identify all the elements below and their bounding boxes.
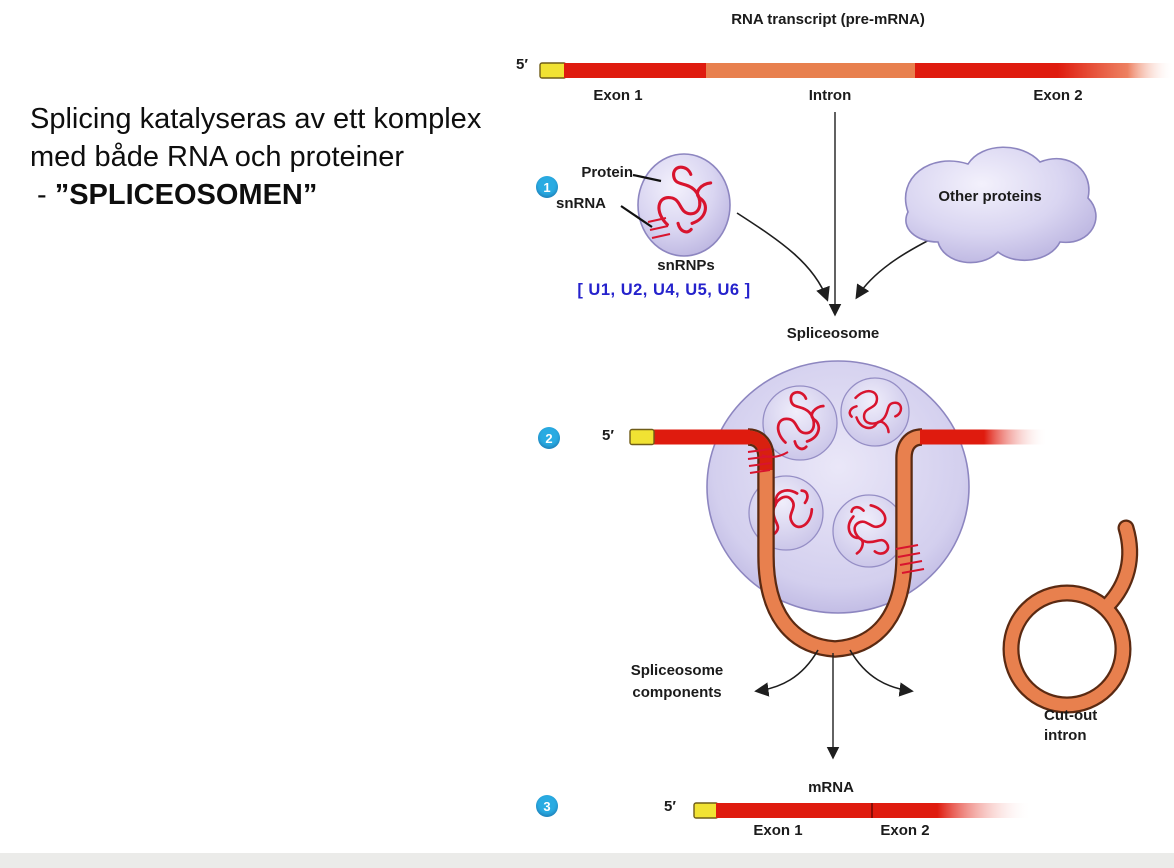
snrnp-particle [620,153,731,257]
spliceosome-label: Spliceosome [786,325,880,342]
heading-line-1: Splicing katalyseras av ett komplex [30,103,482,135]
exon1-label-top: Exon 1 [593,87,643,104]
transcript-title: RNA transcript (pre-mRNA) [731,11,925,28]
cutout-label-line1: Cut-out [1044,707,1098,724]
exon1-segment-mid [652,429,750,445]
cut-out-intron-lariat [1002,519,1139,714]
snrnp-inner-2 [840,377,910,447]
exon1-label-bottom: Exon 1 [753,822,803,839]
intron-label-top: Intron [808,87,852,104]
snrnps-label: snRNPs [657,257,715,274]
five-prime-cap-mid [629,428,655,446]
u-snrnps-list: [ U1, U2, U4, U5, U6 ] [577,281,751,299]
other-proteins-label: Other proteins [938,188,1042,205]
components-label-line2: components [632,684,722,701]
snrnp-blob [637,153,731,257]
snrnp-inner-4 [832,494,906,568]
exon1-segment-top [564,63,708,78]
exon2-label-bottom: Exon 2 [880,822,930,839]
heading-spliceosomen: ”SPLICEOSOMEN” [54,179,318,211]
five-prime-label-bottom: 5′ [664,798,676,815]
base-pairing-marks [747,448,925,574]
intron-loop-strand [747,428,923,658]
protein-pointer-line [632,173,662,183]
intron-segment-top [706,63,917,78]
mrna-label: mRNA [808,779,854,796]
step-2-badge: 2 [538,427,560,449]
release-arrows [754,649,914,760]
lariat-tail-fill [1101,521,1136,612]
snrnp-arrow [736,212,830,302]
components-label-line1: Spliceosome [630,662,724,679]
exon2-label-top: Exon 2 [1033,87,1083,104]
snrnp-inner-1 [762,385,838,461]
exon2-segment-mid [920,429,1046,445]
strand-red-bend [747,430,773,470]
five-prime-label-mid: 5′ [602,427,614,444]
components-left-arrow [754,649,819,697]
final-mrna-bar [693,802,1028,819]
exon2-segment-top [915,63,1174,78]
step-3-badge: 3 [536,795,558,817]
spliceosome-outer [706,360,970,614]
snrna-pointer-line [620,205,653,228]
five-prime-label-top: 5′ [516,56,528,73]
pre-mrna-bar [539,62,1174,79]
intron-right-arrow [849,649,914,697]
heading-line-2: med både RNA och proteiner [30,141,404,173]
protein-label: Protein [581,164,633,181]
lariat-fill [1004,586,1130,712]
snrna-label: snRNA [556,195,607,212]
step-1-badge: 1 [536,176,558,198]
slide-heading: Splicing katalyseras av ett komplex med … [30,100,481,214]
heading-line-3: - ”SPLICEOSOMEN” [30,176,481,214]
slide-footer-strip [0,853,1174,868]
snrna-ladder [647,217,671,239]
five-prime-cap-top [539,62,567,79]
other-proteins-blob [904,146,1097,264]
five-prime-cap-bottom [693,802,719,819]
mid-mrna-bar [629,428,1046,446]
spliceosome-body [706,360,970,614]
heading-dash: - [37,179,55,211]
cutout-label-line2: intron [1044,727,1087,744]
